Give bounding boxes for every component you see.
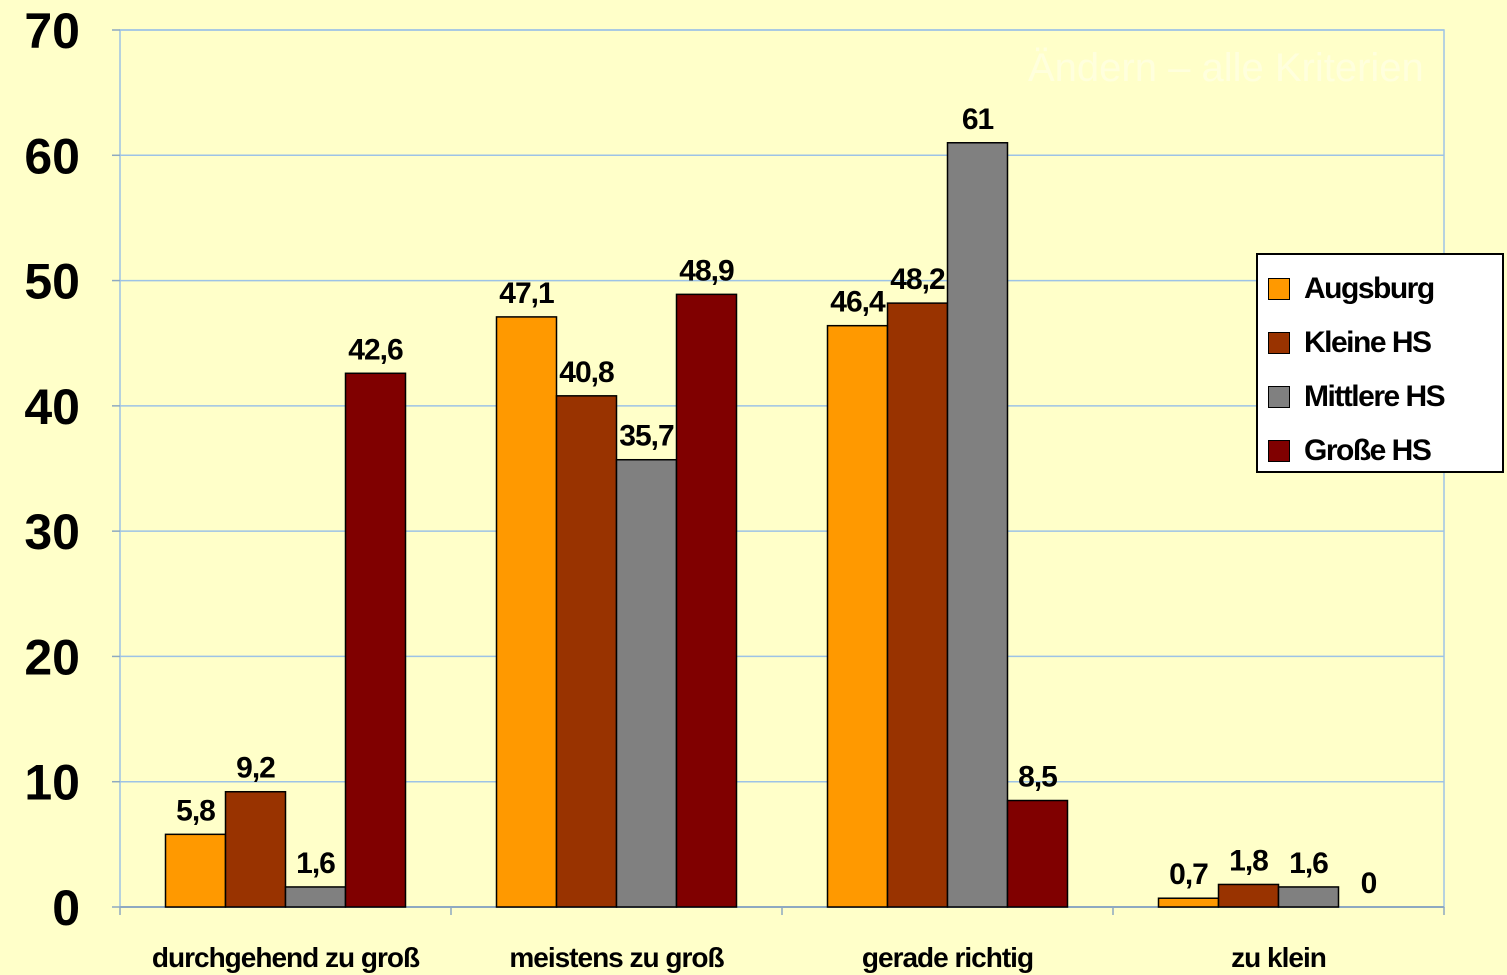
legend-label-kleine-hs: Kleine HS [1304, 326, 1432, 359]
data-label: 47,1 [499, 277, 554, 310]
legend-item-augsburg: Augsburg [1268, 269, 1435, 309]
data-label: 61 [962, 103, 994, 136]
y-tick-label: 30 [24, 504, 80, 560]
bar [1217, 883, 1280, 908]
legend-swatch-grosse-hs [1268, 440, 1290, 462]
bar [555, 395, 618, 908]
bar [1006, 799, 1069, 908]
data-label: 48,9 [679, 254, 734, 287]
x-tick-label: meistens zu groß [509, 942, 724, 973]
data-label: 42,6 [348, 333, 403, 366]
legend-item-kleine-hs: Kleine HS [1268, 323, 1432, 363]
y-tick-label: 50 [24, 254, 80, 310]
data-label: 40,8 [559, 356, 614, 389]
data-label: 35,7 [619, 420, 674, 453]
x-tick-label: zu klein [1231, 942, 1326, 973]
legend-item-grosse-hs: Große HS [1268, 431, 1432, 471]
y-tick-label: 70 [24, 3, 80, 59]
y-tick-label: 20 [24, 629, 80, 685]
bar [615, 458, 678, 908]
bar [344, 372, 407, 908]
data-label: 1,6 [1289, 847, 1328, 880]
y-tick-label: 10 [24, 755, 80, 811]
legend: Augsburg Kleine HS Mittlere HS Große HS [1256, 253, 1504, 473]
legend-item-mittlere-hs: Mittlere HS [1268, 377, 1446, 417]
bar [495, 316, 558, 908]
y-tick-label: 40 [24, 379, 80, 435]
data-label: 48,2 [890, 263, 945, 296]
data-label: 5,8 [176, 794, 215, 827]
data-label: 1,8 [1229, 844, 1268, 877]
data-label: 46,4 [830, 286, 886, 319]
bar [1157, 897, 1220, 908]
bar [164, 833, 227, 908]
y-tick-label: 60 [24, 128, 80, 184]
bar [1277, 886, 1340, 908]
y-tick-label: 0 [52, 880, 80, 936]
bar [224, 790, 287, 908]
legend-label-grosse-hs: Große HS [1304, 434, 1432, 467]
data-label: 0 [1361, 867, 1377, 900]
x-tick-label: gerade richtig [862, 942, 1033, 973]
legend-swatch-kleine-hs [1268, 332, 1290, 354]
legend-label-mittlere-hs: Mittlere HS [1304, 380, 1446, 413]
legend-swatch-augsburg [1268, 278, 1290, 300]
plot-area-border [119, 29, 1445, 908]
bar [826, 324, 889, 908]
bar [284, 886, 347, 908]
data-label: 1,6 [296, 847, 335, 880]
data-label: 0,7 [1169, 858, 1208, 891]
bar [886, 302, 949, 908]
legend-label-augsburg: Augsburg [1304, 272, 1435, 305]
legend-swatch-mittlere-hs [1268, 386, 1290, 408]
bar [946, 142, 1009, 908]
x-tick-label: durchgehend zu groß [152, 942, 420, 973]
data-label: 8,5 [1018, 761, 1057, 794]
watermark-text: Ändern – alle Kriterien [1028, 46, 1424, 90]
data-label: 9,2 [236, 752, 275, 785]
bar [675, 293, 738, 908]
